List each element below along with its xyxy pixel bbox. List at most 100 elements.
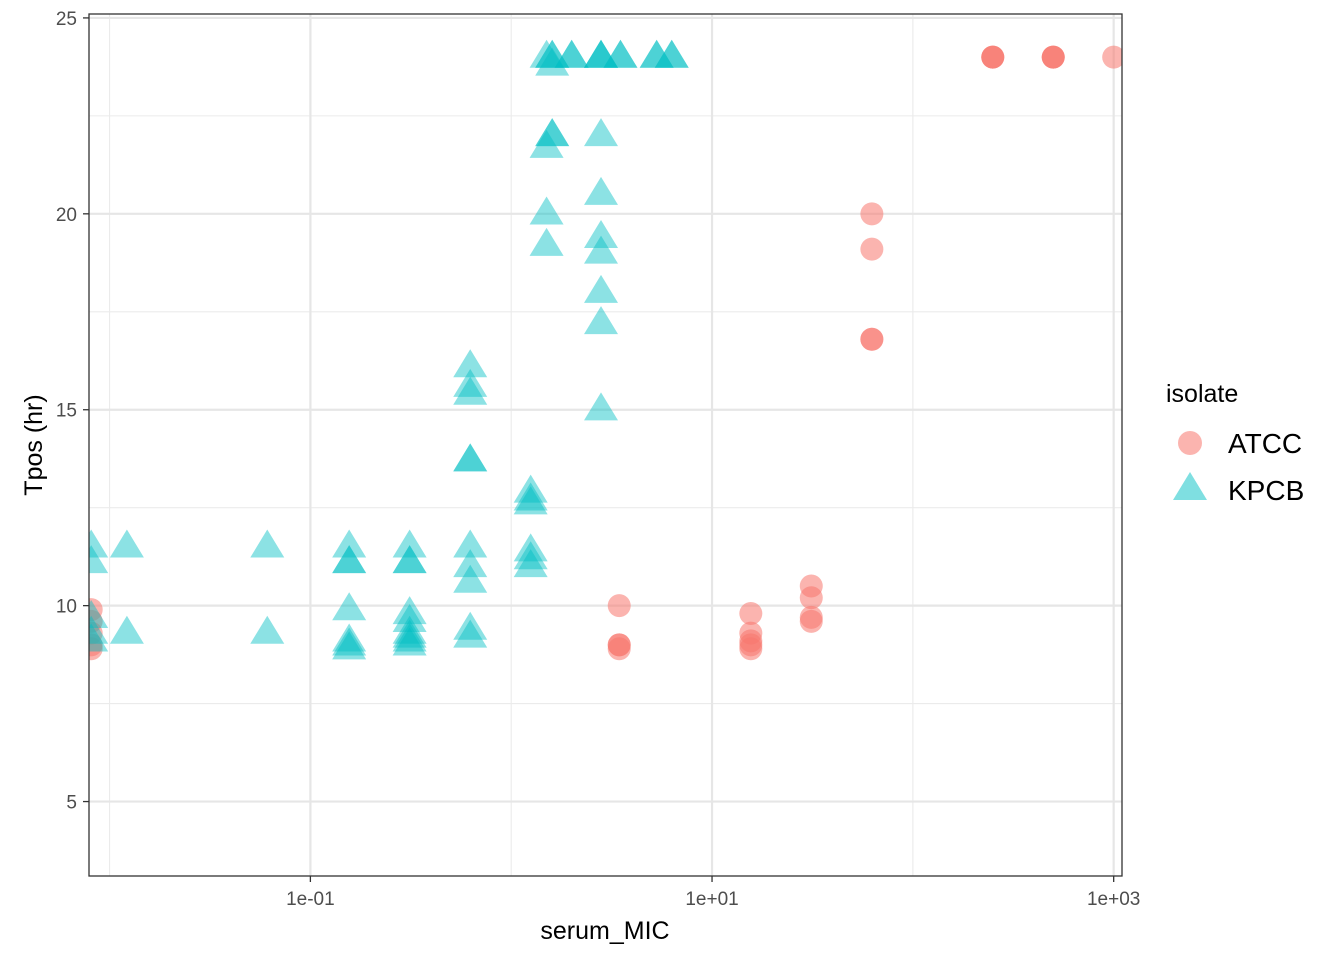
y-tick-label: 15 [56, 401, 77, 422]
data-point-atcc [89, 637, 103, 661]
data-point-kpcb [332, 529, 367, 558]
data-point-kpcb [584, 176, 619, 205]
data-point-kpcb [453, 368, 488, 397]
data-point-kpcb [453, 349, 488, 378]
y-tick-label: 10 [56, 597, 77, 618]
data-point-kpcb [639, 39, 674, 68]
data-point-kpcb [453, 611, 488, 640]
data-point-kpcb [529, 196, 564, 225]
data-point-kpcb [392, 596, 427, 625]
plot-background [89, 14, 1122, 876]
data-point-kpcb [584, 274, 619, 303]
plot-border [88, 13, 1123, 877]
data-point-kpcb [584, 235, 619, 264]
legend-title: isolate [1166, 380, 1238, 408]
data-point-kpcb [392, 529, 427, 558]
data-point-kpcb [529, 39, 564, 68]
data-point-atcc [860, 237, 884, 261]
data-point-atcc [739, 629, 763, 653]
data-point-kpcb [109, 529, 144, 558]
data-point-kpcb [584, 39, 619, 68]
data-point-kpcb [513, 482, 548, 511]
data-point-atcc [1041, 45, 1065, 69]
data-point-kpcb [89, 600, 109, 629]
data-point-kpcb [535, 118, 570, 147]
data-point-kpcb [250, 529, 285, 558]
data-point-kpcb [584, 219, 619, 248]
data-point-kpcb [584, 118, 619, 147]
data-point-kpcb [453, 443, 488, 472]
data-point-kpcb [392, 545, 427, 574]
data-point-kpcb [603, 39, 638, 68]
data-point-kpcb [89, 623, 109, 652]
data-point-kpcb [535, 39, 570, 68]
data-point-kpcb [332, 545, 367, 574]
data-point-kpcb [89, 545, 109, 574]
data-point-atcc [799, 609, 823, 633]
data-point-kpcb [392, 627, 427, 656]
data-point-atcc [1102, 45, 1122, 69]
y-tick-label: 5 [66, 793, 77, 814]
data-point-kpcb [529, 129, 564, 158]
data-point-kpcb [109, 615, 144, 644]
legend-label-kpcb: KPCB [1228, 475, 1304, 506]
data-point-kpcb [392, 619, 427, 648]
x-tick-label: 1e-01 [286, 889, 335, 910]
data-point-kpcb [513, 533, 548, 562]
legend: isolate ATCC KPCB [1166, 380, 1304, 506]
data-point-kpcb [584, 39, 619, 68]
data-point-kpcb [453, 619, 488, 648]
data-point-kpcb [654, 39, 689, 68]
data-point-kpcb [513, 541, 548, 570]
data-point-kpcb [453, 529, 488, 558]
data-point-atcc [739, 601, 763, 625]
legend-key-kpcb-marker [1173, 472, 1207, 500]
data-point-kpcb [639, 39, 674, 68]
data-point-kpcb [513, 474, 548, 503]
data-point-atcc [607, 594, 631, 618]
minor-grid [89, 14, 1122, 876]
y-tick-label: 25 [56, 9, 77, 30]
data-point-kpcb [392, 603, 427, 632]
data-point-atcc [607, 633, 631, 657]
data-point-kpcb [453, 564, 488, 593]
data-point-atcc [799, 586, 823, 610]
data-point-kpcb [392, 615, 427, 644]
data-point-kpcb [332, 545, 367, 574]
y-tick-label: 20 [56, 205, 77, 226]
legend-key-atcc-marker [1178, 431, 1202, 455]
data-point-kpcb [529, 227, 564, 256]
x-tick-label: 1e+01 [685, 889, 738, 910]
data-point-atcc [860, 202, 884, 226]
data-point-kpcb [554, 39, 589, 68]
data-points [89, 39, 1122, 661]
data-point-kpcb [89, 615, 109, 644]
data-point-kpcb [332, 631, 367, 660]
data-point-kpcb [584, 392, 619, 421]
y-axis-title: Tpos (hr) [20, 394, 48, 495]
data-point-kpcb [392, 545, 427, 574]
x-axis: 1e-01 1e+01 1e+03 [286, 876, 1140, 910]
data-point-kpcb [250, 615, 285, 644]
data-point-kpcb [453, 443, 488, 472]
data-point-kpcb [392, 623, 427, 652]
data-point-atcc [860, 327, 884, 351]
data-point-kpcb [584, 306, 619, 335]
data-point-kpcb [584, 39, 619, 68]
data-point-kpcb [453, 376, 488, 405]
x-tick-label: 1e+03 [1087, 889, 1140, 910]
data-point-kpcb [535, 47, 570, 76]
legend-label-atcc: ATCC [1228, 428, 1302, 459]
data-point-kpcb [535, 118, 570, 147]
data-point-kpcb [535, 39, 570, 68]
data-point-atcc [981, 45, 1005, 69]
data-point-kpcb [332, 623, 367, 652]
data-point-kpcb [603, 39, 638, 68]
x-axis-title: serum_MIC [540, 917, 669, 945]
y-axis: 5 10 15 20 25 [56, 9, 89, 814]
major-grid [89, 14, 1122, 876]
data-point-kpcb [89, 529, 109, 558]
data-point-kpcb [554, 39, 589, 68]
data-point-kpcb [332, 627, 367, 656]
